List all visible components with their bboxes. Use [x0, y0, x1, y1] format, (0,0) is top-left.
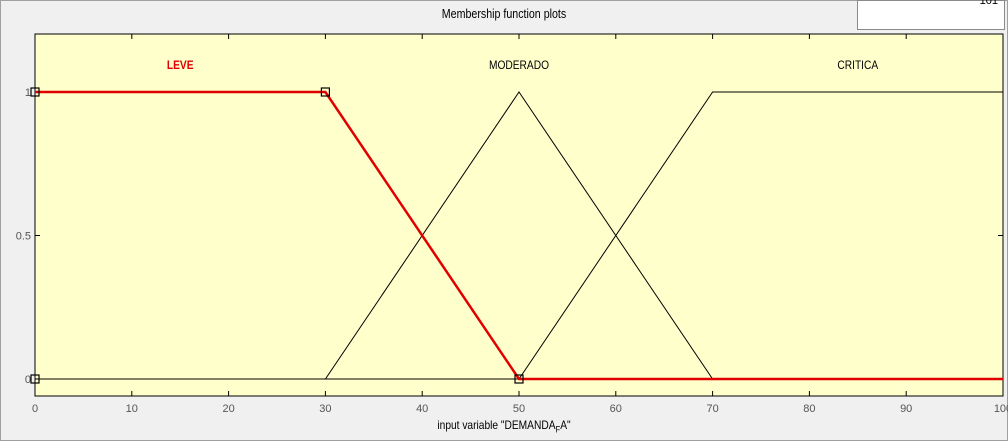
series-label-leve: LEVE [167, 59, 194, 72]
plot-area [34, 33, 1004, 397]
mf-handle [30, 87, 40, 97]
x-tick-label: 70 [706, 403, 718, 415]
series-label-critica: CRITICA [837, 59, 878, 72]
x-tick-label: 40 [416, 403, 428, 415]
x-tick-label: 20 [222, 403, 234, 415]
y-tick-label: 1 [25, 87, 31, 99]
x-axis-label-subscript: F [555, 424, 561, 435]
plot-range-value: 101 [979, 0, 998, 7]
x-tick-label: 10 [126, 403, 138, 415]
plot-range-box[interactable]: 101 [857, 0, 1005, 30]
y-tick-label: 0 [25, 374, 31, 386]
x-tick-label: 60 [610, 403, 622, 415]
x-axis-label-prefix: input variable "DEMANDA [437, 418, 556, 432]
series-line-leve [35, 90, 1003, 381]
chart-title: Membership function plots [441, 6, 567, 21]
x-tick-label: 30 [319, 403, 331, 415]
x-tick-label: 50 [513, 403, 525, 415]
series-label-moderado: MODERADO [489, 59, 549, 72]
series-line-critica [35, 91, 1003, 380]
x-axis-label: input variable "DEMANDAFA" [76, 418, 933, 434]
x-axis-label-suffix: A" [560, 418, 571, 432]
mf-handle [514, 374, 524, 384]
x-tick-label: 100 [994, 403, 1008, 415]
mf-handle [30, 374, 40, 384]
mf-handle [320, 87, 330, 97]
x-tick-label: 90 [900, 403, 912, 415]
x-tick-label: 80 [803, 403, 815, 415]
x-tick-label: 0 [32, 403, 38, 415]
y-tick-label: 0.5 [16, 231, 31, 243]
